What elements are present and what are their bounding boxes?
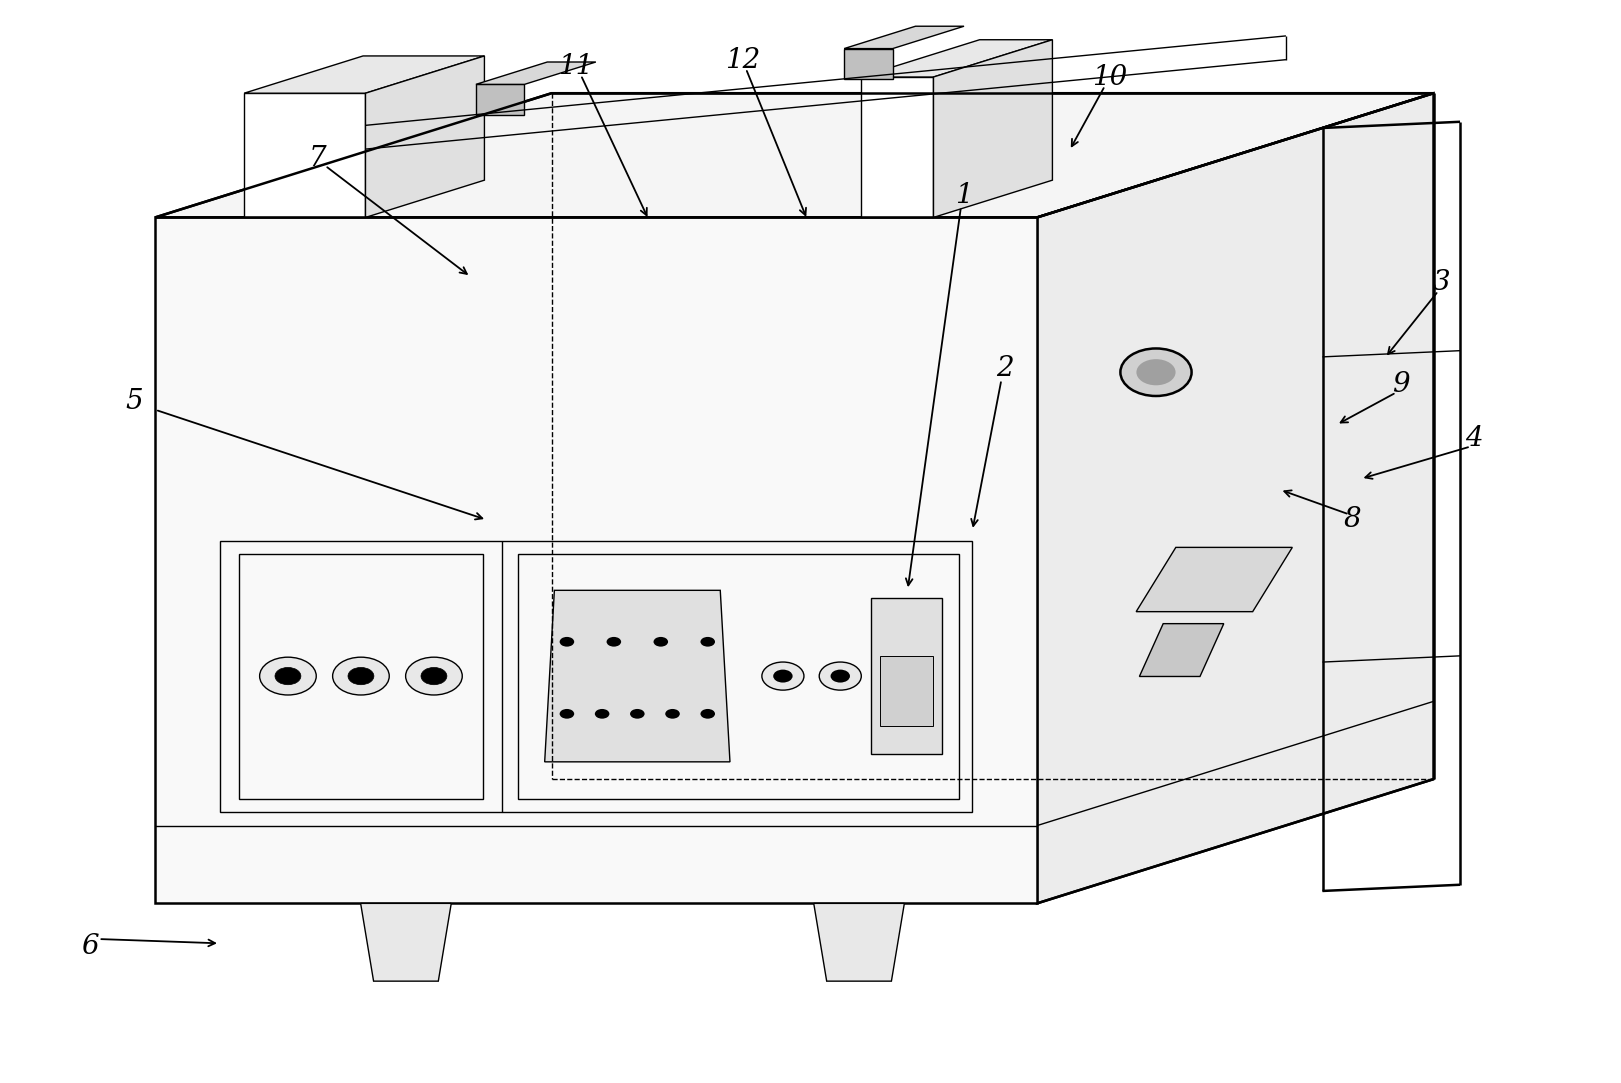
Bar [156, 218, 1037, 903]
Circle shape [631, 709, 645, 719]
Circle shape [559, 709, 574, 719]
Polygon shape [477, 62, 597, 84]
Circle shape [405, 657, 462, 695]
Polygon shape [814, 903, 905, 981]
Text: 6: 6 [81, 934, 99, 961]
Circle shape [1136, 360, 1175, 386]
Circle shape [665, 709, 679, 719]
Circle shape [773, 669, 793, 682]
Polygon shape [545, 590, 729, 761]
Text: 9: 9 [1392, 371, 1410, 399]
Bar [861, 77, 934, 218]
Circle shape [830, 669, 849, 682]
Text: 11: 11 [558, 53, 593, 80]
Text: 7: 7 [308, 144, 326, 171]
Circle shape [332, 657, 389, 695]
Polygon shape [245, 56, 485, 93]
Bar [245, 93, 365, 218]
Circle shape [606, 637, 621, 647]
Polygon shape [477, 84, 525, 115]
Circle shape [653, 637, 668, 647]
Polygon shape [861, 40, 1052, 77]
Text: 10: 10 [1093, 64, 1128, 91]
Circle shape [700, 637, 715, 647]
Text: 12: 12 [725, 48, 760, 75]
Polygon shape [845, 26, 964, 49]
Polygon shape [1140, 624, 1224, 677]
Text: 1: 1 [955, 182, 973, 209]
Polygon shape [1136, 547, 1292, 612]
Circle shape [700, 709, 715, 719]
Text: 3: 3 [1433, 269, 1451, 296]
Polygon shape [156, 93, 1433, 218]
Bar [240, 553, 483, 798]
Polygon shape [934, 40, 1052, 218]
Circle shape [259, 657, 316, 695]
Circle shape [349, 667, 374, 684]
Circle shape [276, 667, 302, 684]
Text: 4: 4 [1465, 426, 1483, 453]
Polygon shape [360, 903, 451, 981]
Bar [880, 655, 934, 727]
Polygon shape [1037, 93, 1433, 903]
Bar [870, 598, 942, 755]
Circle shape [1120, 349, 1191, 396]
Polygon shape [365, 56, 485, 218]
Text: 5: 5 [125, 388, 143, 415]
Text: 2: 2 [995, 355, 1013, 382]
Circle shape [762, 662, 804, 690]
Bar [519, 553, 960, 798]
Polygon shape [845, 49, 893, 79]
Text: 8: 8 [1344, 507, 1362, 534]
Bar [220, 540, 973, 811]
Circle shape [559, 637, 574, 647]
Circle shape [595, 709, 609, 719]
Circle shape [421, 667, 447, 684]
Circle shape [819, 662, 861, 690]
